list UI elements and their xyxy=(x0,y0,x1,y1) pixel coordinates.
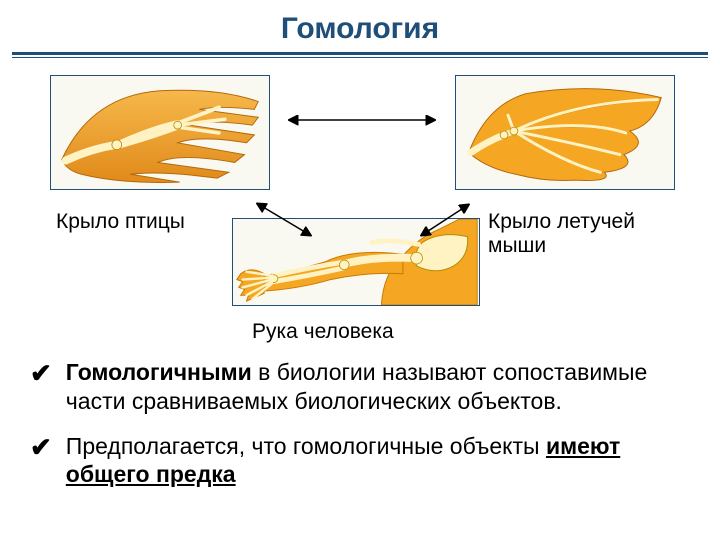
check-icon: ✔ xyxy=(30,434,52,460)
bullet-2-lead: Предполагается, что гомологичные объекты xyxy=(66,433,546,459)
rule-sub xyxy=(12,57,708,58)
label-bat: Крыло летучей мыши xyxy=(488,210,668,258)
bullet-1-lead: Гомологичными xyxy=(66,359,252,385)
figure-bird-wing xyxy=(50,75,270,190)
figure-bat-wing xyxy=(455,75,675,190)
slide: Гомология xyxy=(0,0,720,540)
bullet-2-text: Предполагается, что гомологичные объекты… xyxy=(66,432,690,490)
figure-human-arm xyxy=(232,218,480,306)
human-arm-svg xyxy=(233,219,479,305)
bird-wing-svg xyxy=(51,76,269,189)
check-icon: ✔ xyxy=(30,360,52,386)
bat-wing-svg xyxy=(456,76,674,189)
bullet-1: ✔ Гомологичными в биологии называют сопо… xyxy=(30,358,690,416)
bullet-2: ✔ Предполагается, что гомологичные объек… xyxy=(30,432,690,490)
bullet-list: ✔ Гомологичными в биологии называют сопо… xyxy=(30,358,690,505)
bullet-1-text: Гомологичными в биологии называют сопост… xyxy=(66,358,690,416)
rule-main xyxy=(12,52,708,55)
label-human: Рука человека xyxy=(252,320,394,344)
page-title: Гомология xyxy=(0,0,720,52)
label-bird: Крыло птицы xyxy=(56,210,185,234)
